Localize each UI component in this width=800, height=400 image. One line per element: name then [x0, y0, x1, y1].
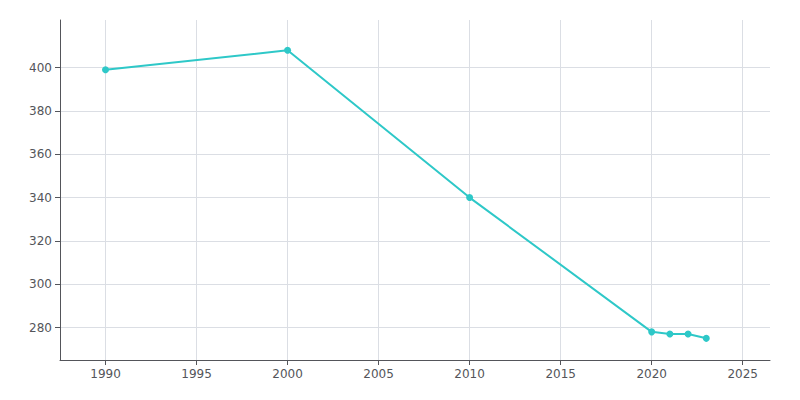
svg-text:300: 300	[29, 277, 52, 291]
svg-text:1990: 1990	[90, 367, 121, 381]
svg-text:2000: 2000	[272, 367, 303, 381]
svg-text:2015: 2015	[545, 367, 576, 381]
svg-text:400: 400	[29, 61, 52, 75]
svg-text:360: 360	[29, 147, 52, 161]
svg-text:1995: 1995	[181, 367, 212, 381]
svg-text:2020: 2020	[636, 367, 667, 381]
svg-text:280: 280	[29, 321, 52, 335]
svg-text:2025: 2025	[727, 367, 758, 381]
svg-text:320: 320	[29, 234, 52, 248]
svg-text:2005: 2005	[363, 367, 394, 381]
svg-text:340: 340	[29, 191, 52, 205]
svg-text:380: 380	[29, 104, 52, 118]
svg-text:2010: 2010	[454, 367, 485, 381]
